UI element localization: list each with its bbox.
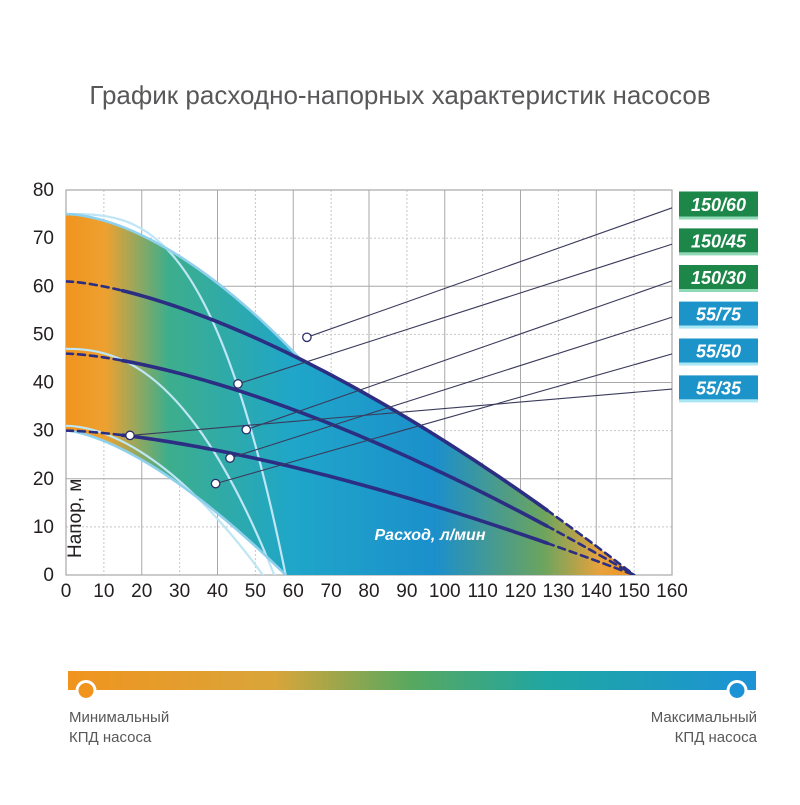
svg-text:70: 70 bbox=[33, 228, 54, 249]
svg-text:20: 20 bbox=[131, 581, 152, 602]
svg-text:50: 50 bbox=[245, 581, 266, 602]
svg-text:10: 10 bbox=[93, 581, 114, 602]
svg-text:160: 160 bbox=[656, 581, 688, 602]
svg-text:Минимальный: Минимальный bbox=[69, 709, 169, 726]
svg-text:55/35: 55/35 bbox=[696, 378, 742, 398]
svg-text:40: 40 bbox=[207, 581, 228, 602]
svg-text:80: 80 bbox=[33, 180, 54, 201]
svg-text:90: 90 bbox=[396, 581, 417, 602]
svg-text:50: 50 bbox=[33, 324, 54, 345]
svg-text:80: 80 bbox=[358, 581, 379, 602]
svg-text:150/45: 150/45 bbox=[691, 231, 747, 251]
svg-text:150/60: 150/60 bbox=[691, 195, 746, 215]
svg-text:55/50: 55/50 bbox=[696, 342, 741, 362]
svg-text:20: 20 bbox=[33, 469, 54, 490]
svg-text:120: 120 bbox=[505, 581, 537, 602]
svg-text:100: 100 bbox=[429, 581, 461, 602]
svg-text:0: 0 bbox=[43, 565, 54, 586]
svg-text:КПД насоса: КПД насоса bbox=[675, 729, 758, 746]
svg-text:60: 60 bbox=[283, 581, 304, 602]
svg-text:30: 30 bbox=[169, 581, 190, 602]
svg-text:30: 30 bbox=[33, 421, 54, 442]
svg-text:110: 110 bbox=[467, 581, 497, 602]
svg-text:40: 40 bbox=[33, 373, 54, 394]
svg-text:Расход, л/мин: Расход, л/мин bbox=[375, 527, 486, 544]
svg-text:70: 70 bbox=[321, 581, 342, 602]
svg-text:КПД насоса: КПД насоса bbox=[69, 729, 152, 746]
svg-text:10: 10 bbox=[33, 517, 54, 538]
svg-text:Напор, м: Напор, м bbox=[65, 479, 86, 558]
svg-text:140: 140 bbox=[580, 581, 612, 602]
svg-text:0: 0 bbox=[61, 581, 72, 602]
svg-text:150: 150 bbox=[618, 581, 650, 602]
svg-text:Максимальный: Максимальный bbox=[651, 709, 757, 726]
svg-text:60: 60 bbox=[33, 276, 54, 297]
svg-text:55/75: 55/75 bbox=[696, 305, 742, 325]
svg-text:150/30: 150/30 bbox=[691, 268, 746, 288]
svg-text:130: 130 bbox=[543, 581, 575, 602]
